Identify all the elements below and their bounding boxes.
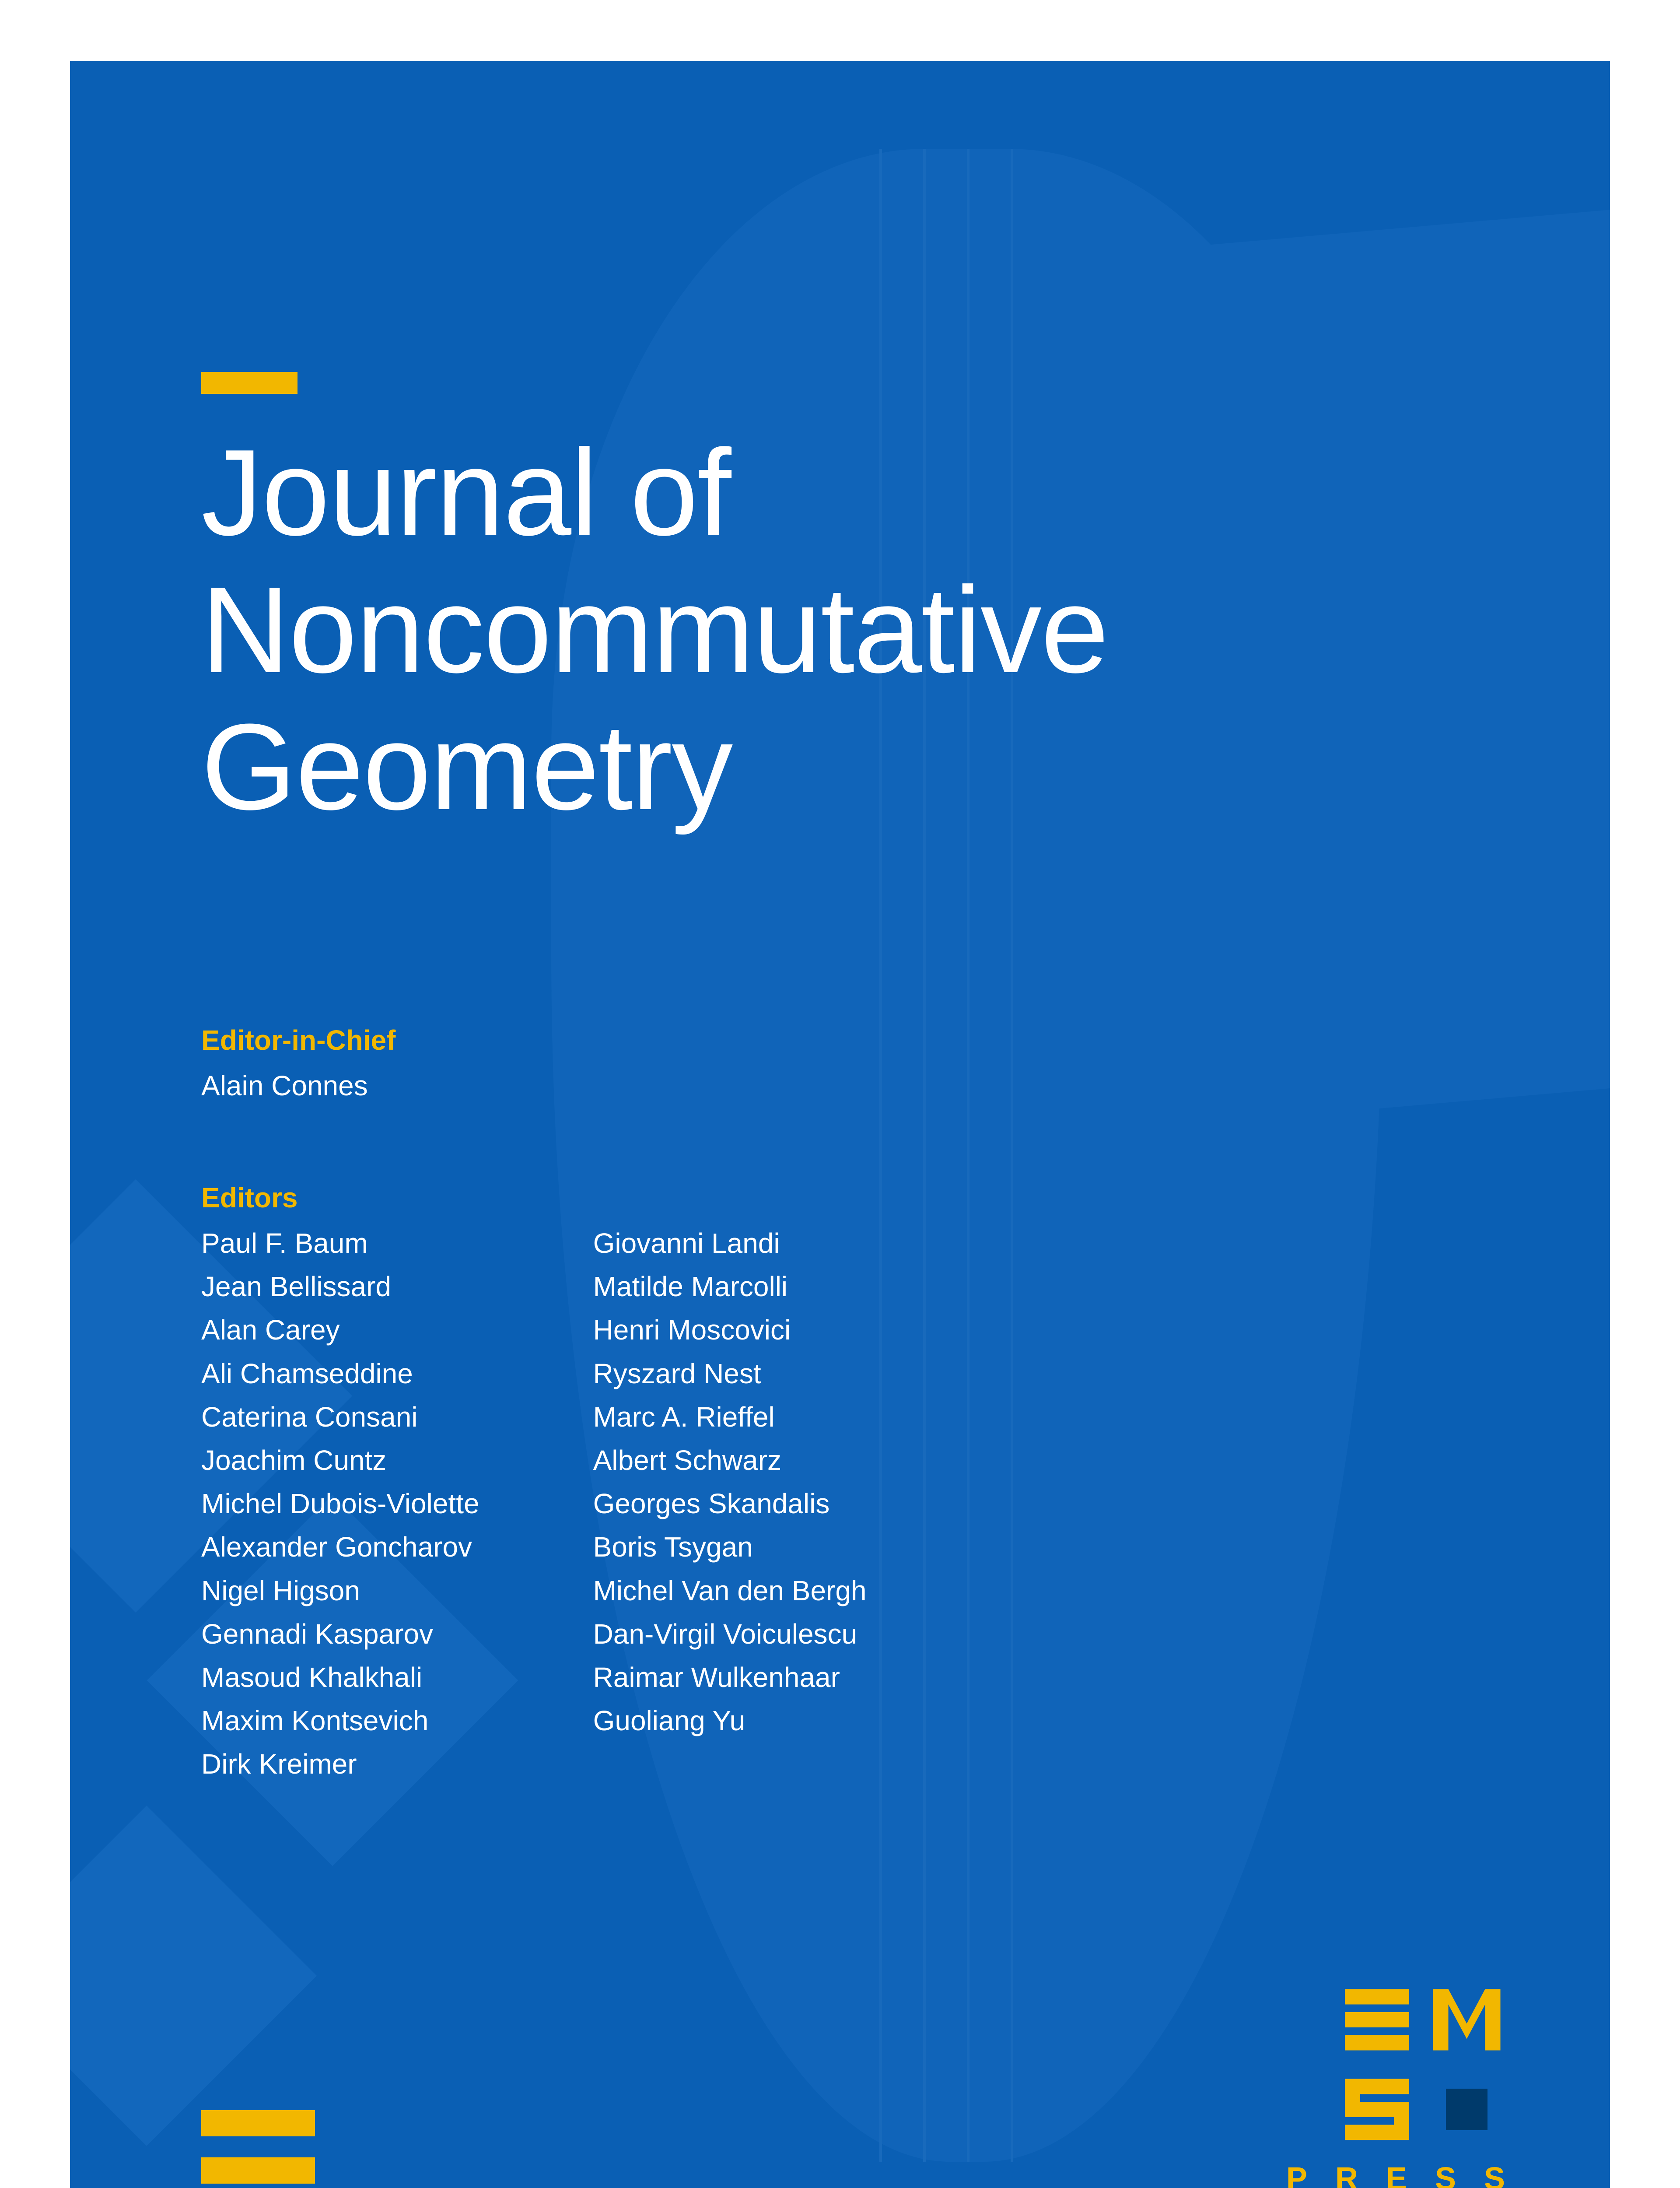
editor-name: Masoud Khalkhali (201, 1656, 480, 1699)
editor-name: Albert Schwarz (593, 1439, 867, 1482)
editor-name: Michel Dubois-Violette (201, 1482, 480, 1525)
editors-label: Editors (201, 1182, 867, 1214)
accent-bar-top (201, 372, 298, 394)
editor-in-chief-name: Alain Connes (201, 1064, 396, 1108)
title-line: Journal of (201, 424, 1108, 562)
editor-name: Henri Moscovici (593, 1308, 867, 1352)
editor-name: Dan-Virgil Voiculescu (593, 1613, 867, 1656)
editors-column-2: Giovanni Landi Matilde Marcolli Henri Mo… (593, 1222, 867, 1786)
editor-name: Caterina Consani (201, 1396, 480, 1439)
editors-column-1: Paul F. Baum Jean Bellissard Alan Carey … (201, 1222, 480, 1786)
editor-name: Joachim Cuntz (201, 1439, 480, 1482)
editor-name: Gennadi Kasparov (201, 1613, 480, 1656)
editor-name: Raimar Wulkenhaar (593, 1656, 867, 1699)
editors-block: Editors Paul F. Baum Jean Bellissard Ala… (201, 1182, 867, 1786)
editor-name: Maxim Kontsevich (201, 1699, 480, 1743)
editor-name: Michel Van den Bergh (593, 1569, 867, 1613)
ems-letter-e-icon (1339, 1981, 1415, 2058)
ems-square-icon (1428, 2071, 1505, 2148)
publisher-press-label: PRESS (1286, 2161, 1533, 2188)
editor-name: Jean Bellissard (201, 1265, 480, 1308)
editor-name: Guoliang Yu (593, 1699, 867, 1743)
editor-name: Nigel Higson (201, 1569, 480, 1613)
editor-in-chief-block: Editor-in-Chief Alain Connes (201, 1024, 396, 1108)
publisher-logo: PRESS (1286, 1981, 1505, 2188)
editor-name: Ryszard Nest (593, 1352, 867, 1396)
editor-in-chief-label: Editor-in-Chief (201, 1024, 396, 1056)
editor-name: Alan Carey (201, 1308, 480, 1352)
editor-name: Marc A. Rieffel (593, 1396, 867, 1439)
accent-bar (201, 2157, 315, 2184)
editor-name: Dirk Kreimer (201, 1743, 480, 1786)
title-line: Geometry (201, 699, 1108, 836)
editor-name: Georges Skandalis (593, 1482, 867, 1525)
editor-name: Matilde Marcolli (593, 1265, 867, 1308)
ems-letter-s-icon (1339, 2071, 1415, 2148)
editor-name: Giovanni Landi (593, 1222, 867, 1265)
journal-cover: Journal of Noncommutative Geometry Edito… (70, 61, 1610, 2188)
accent-bar (201, 2110, 315, 2136)
ems-letter-m-icon (1428, 1981, 1505, 2058)
editor-name: Alexander Goncharov (201, 1525, 480, 1569)
background-art (70, 61, 1610, 2188)
title-line: Noncommutative (201, 562, 1108, 699)
editor-name: Ali Chamseddine (201, 1352, 480, 1396)
editor-name: Boris Tsygan (593, 1525, 867, 1569)
editor-name: Paul F. Baum (201, 1222, 480, 1265)
journal-title: Journal of Noncommutative Geometry (201, 424, 1108, 836)
accent-bars-bottom (201, 2110, 315, 2184)
